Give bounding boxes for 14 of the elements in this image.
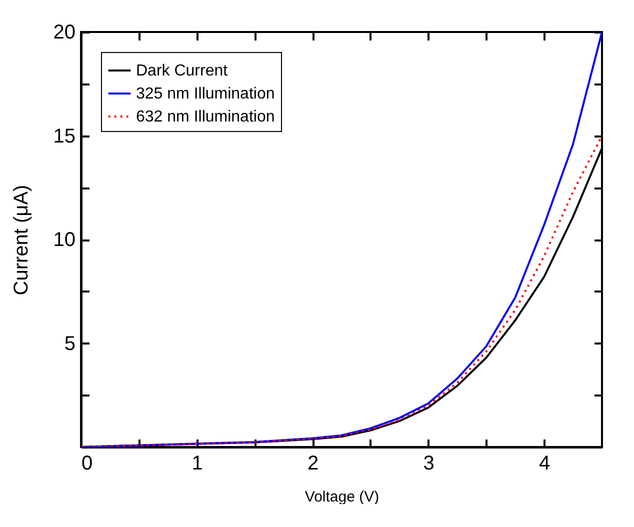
x-tick-label: 4 <box>539 452 550 474</box>
x-tick-label: 0 <box>82 452 93 474</box>
legend-label: 632 nm Illumination <box>136 108 275 126</box>
x-tick-label: 3 <box>423 452 434 474</box>
y-tick-label: 10 <box>53 229 76 251</box>
legend-label: 325 nm Illumination <box>136 86 275 102</box>
y-tick-label: 20 <box>53 22 76 44</box>
x-tick-label: 2 <box>307 452 319 474</box>
line-series <box>81 32 602 447</box>
x-tick-label: 1 <box>192 452 203 474</box>
y-axis-title: Current (μA) <box>10 184 32 296</box>
y-tick-label: 15 <box>53 125 76 148</box>
legend-label: Dark Current <box>136 62 228 80</box>
y-tick-label: 5 <box>64 332 76 355</box>
